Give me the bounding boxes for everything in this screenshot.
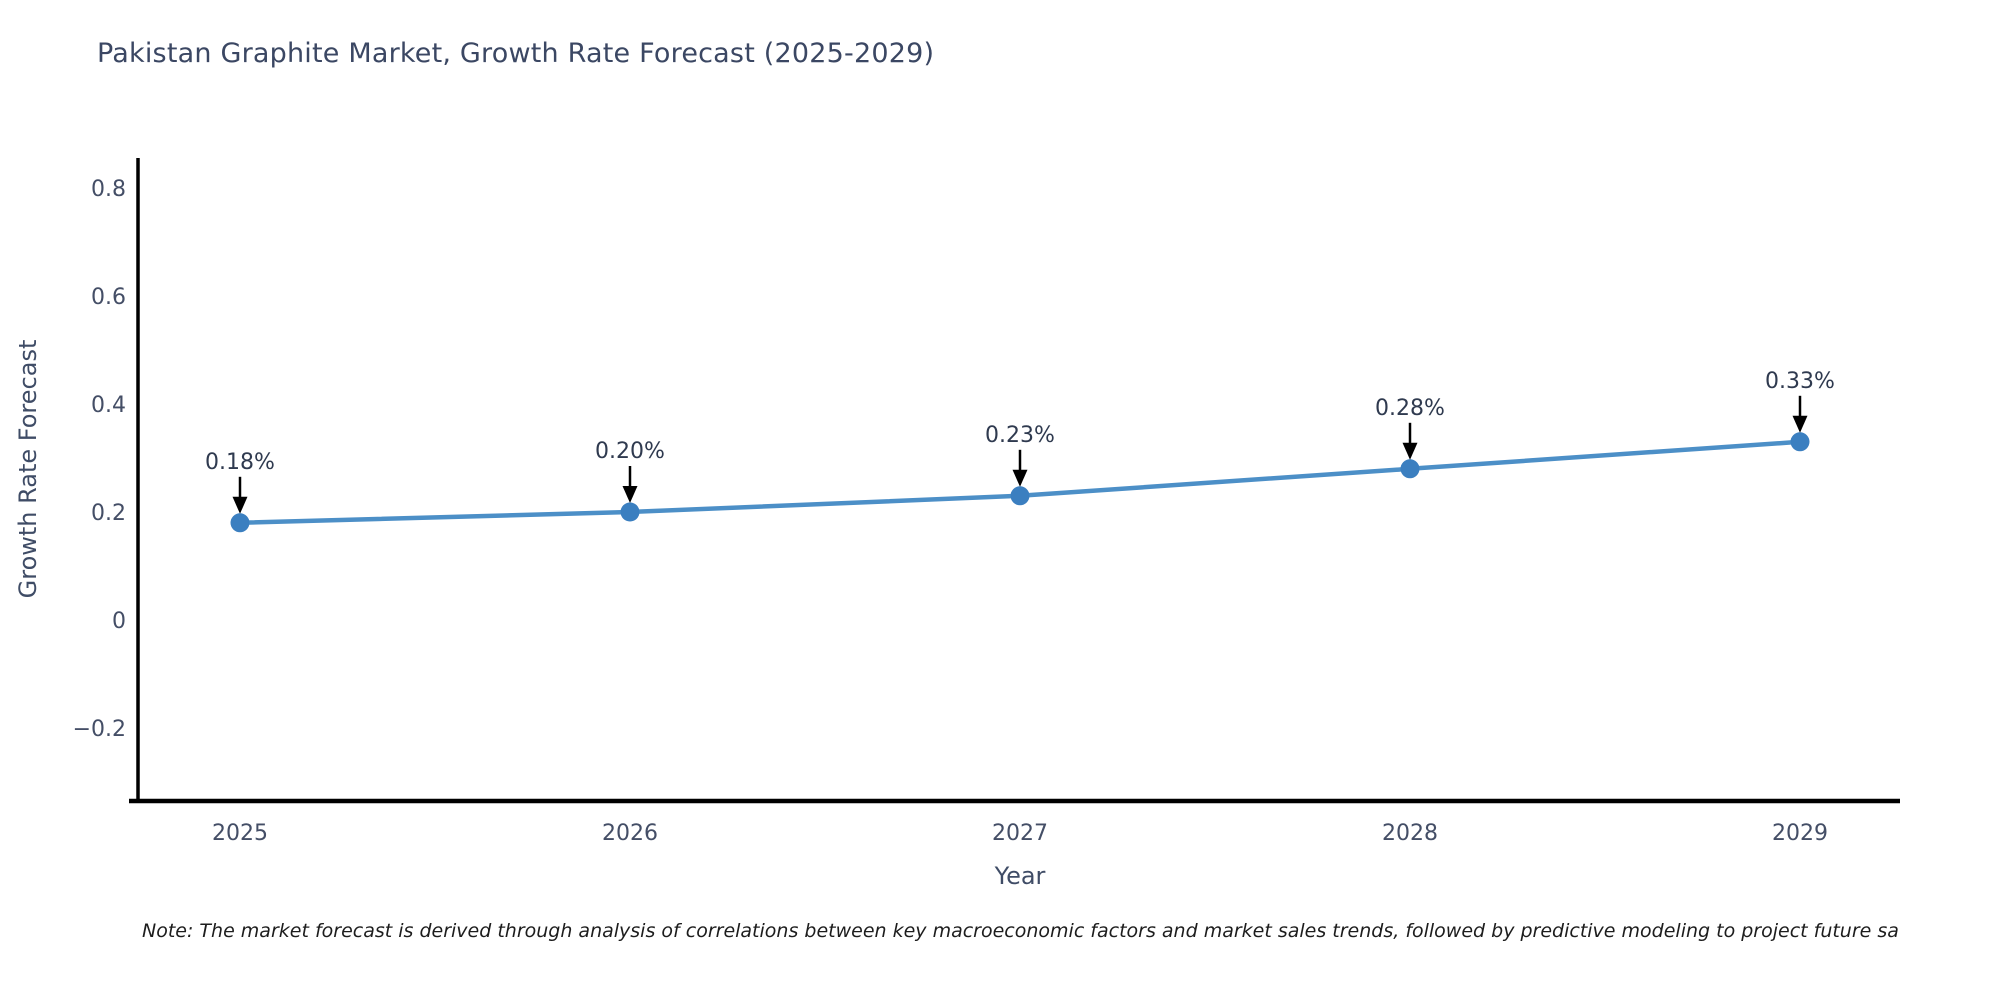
annotation-arrowhead-icon <box>1012 469 1028 487</box>
data-point-marker <box>1790 432 1810 452</box>
x-axis-tick-label: 2029 <box>1772 821 1828 846</box>
y-axis-tick-label: 0 <box>112 609 126 634</box>
data-point-marker <box>1400 459 1420 479</box>
x-axis-tick-label: 2026 <box>602 821 658 846</box>
data-point-marker <box>620 502 640 522</box>
chart-title: Pakistan Graphite Market, Growth Rate Fo… <box>97 38 935 69</box>
y-axis-tick-label: 0.6 <box>91 285 126 310</box>
x-axis-tick-label: 2028 <box>1382 821 1438 846</box>
data-point-marker <box>1010 486 1030 506</box>
y-axis-tick-label: 0.4 <box>91 393 126 418</box>
x-axis-tick-label: 2025 <box>212 821 268 846</box>
y-axis-tick-label: 0.2 <box>91 501 126 526</box>
annotation-arrowhead-icon <box>1792 415 1808 433</box>
y-axis-tick-label: −0.2 <box>73 717 126 742</box>
annotation-label: 0.20% <box>595 439 665 464</box>
annotation-label: 0.33% <box>1765 369 1835 394</box>
x-axis-title: Year <box>994 862 1046 890</box>
annotation-label: 0.23% <box>985 423 1055 448</box>
data-point-marker <box>230 513 250 533</box>
chart-footnote: Note: The market forecast is derived thr… <box>142 920 1899 942</box>
annotation-label: 0.18% <box>205 450 275 475</box>
annotation-arrowhead-icon <box>622 486 638 503</box>
annotation-arrowhead-icon <box>232 496 248 514</box>
annotation-label: 0.28% <box>1375 396 1445 421</box>
x-axis-tick-label: 2027 <box>992 821 1048 846</box>
y-axis-title: Growth Rate Forecast <box>14 339 42 599</box>
y-axis-tick-label: 0.8 <box>91 177 126 202</box>
annotation-arrowhead-icon <box>1402 442 1418 460</box>
